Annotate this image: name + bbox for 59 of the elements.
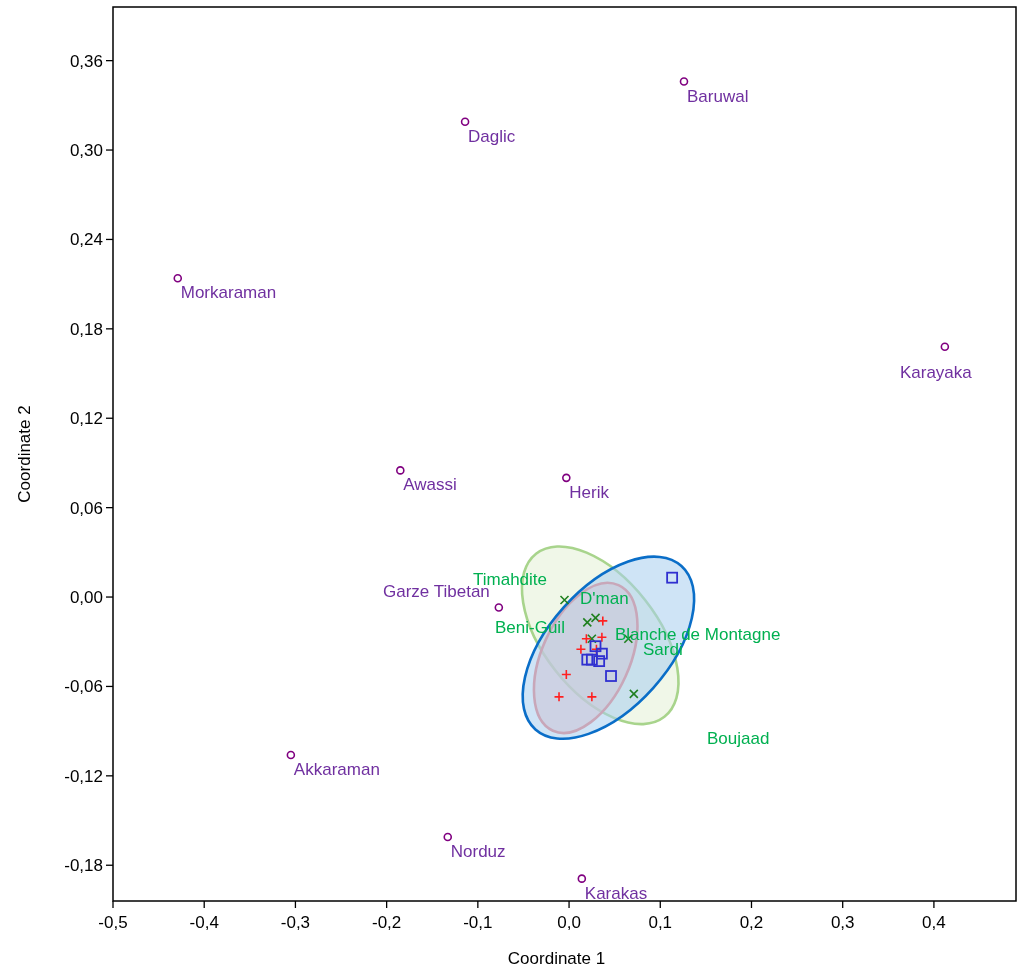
point bbox=[581, 653, 594, 666]
x-tick-label: 0,3 bbox=[830, 913, 855, 932]
point bbox=[553, 691, 565, 703]
y-tick-label: 0,18 bbox=[69, 319, 103, 339]
point bbox=[666, 571, 679, 584]
x-tick-label: -0,3 bbox=[280, 913, 311, 932]
x-tick-label: 0,4 bbox=[922, 913, 946, 932]
point bbox=[562, 473, 571, 483]
point bbox=[582, 617, 593, 628]
y-tick-label: -0,06 bbox=[64, 677, 103, 697]
y-tick-label: 0,36 bbox=[69, 51, 103, 71]
annotation: Karayaka bbox=[899, 362, 973, 382]
point bbox=[494, 603, 504, 612]
x-tick-label: 0,1 bbox=[648, 913, 673, 932]
annotation: Awassi bbox=[403, 475, 457, 495]
y-tick-label: 0,00 bbox=[69, 587, 103, 607]
point bbox=[286, 750, 296, 760]
point bbox=[590, 613, 601, 623]
annotation: Daglic bbox=[468, 126, 516, 146]
y-tick-label: -0,18 bbox=[64, 856, 103, 876]
point bbox=[173, 273, 183, 283]
annotation: Morkaraman bbox=[180, 283, 277, 303]
y-tick-label: 0,12 bbox=[69, 409, 103, 429]
point bbox=[596, 647, 608, 660]
x-tick-label: -0,5 bbox=[98, 913, 128, 932]
y-tick-label: 0,06 bbox=[69, 498, 103, 518]
annotation: Baruwal bbox=[686, 86, 749, 106]
annotation: Karakas bbox=[584, 883, 648, 903]
x-tick-label: 0,0 bbox=[557, 913, 581, 932]
annotation: Norduz bbox=[450, 841, 506, 861]
annotation: Boujaad bbox=[707, 729, 770, 748]
point bbox=[585, 653, 598, 666]
point bbox=[460, 117, 470, 127]
point bbox=[443, 832, 453, 842]
point bbox=[679, 77, 689, 86]
point bbox=[593, 655, 606, 668]
point bbox=[605, 670, 617, 682]
x-axis-title: Coordinate 1 bbox=[507, 949, 606, 968]
point bbox=[940, 342, 950, 352]
annotation: Herik bbox=[569, 482, 610, 502]
point bbox=[575, 643, 587, 655]
point bbox=[577, 874, 587, 883]
point bbox=[396, 466, 405, 475]
point bbox=[596, 631, 608, 643]
annotation: D'man bbox=[580, 589, 629, 608]
point bbox=[597, 615, 609, 627]
y-tick-label: 0,24 bbox=[69, 230, 103, 250]
point bbox=[587, 633, 597, 644]
x-tick-label: -0,1 bbox=[463, 913, 493, 932]
y-tick-label: 0,30 bbox=[69, 140, 103, 160]
point bbox=[586, 691, 598, 703]
point bbox=[559, 595, 570, 605]
x-tick-label: 0,2 bbox=[739, 913, 764, 932]
y-tick-label: -0,12 bbox=[64, 766, 103, 786]
annotation: Akkaraman bbox=[293, 759, 380, 779]
x-tick-label: -0,4 bbox=[189, 913, 219, 932]
y-axis-title: Coordinate 2 bbox=[15, 405, 34, 503]
x-tick-label: -0,2 bbox=[371, 913, 402, 932]
point bbox=[629, 689, 639, 699]
